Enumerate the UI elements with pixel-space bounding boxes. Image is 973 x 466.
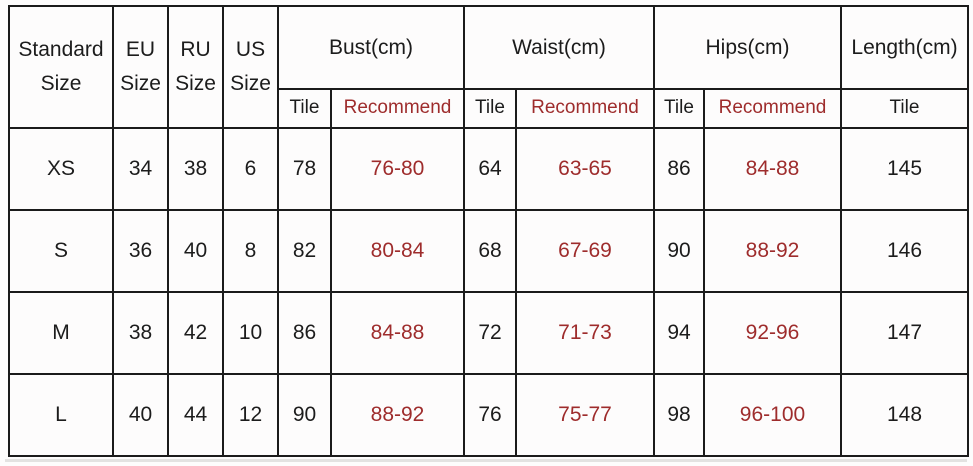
cell-ru-size: 44 [167,373,224,457]
cell-ru-size: 38 [167,127,224,211]
cell-waist-tile: 64 [463,127,517,211]
cell-bust-recommend: 76-80 [330,127,465,211]
cell-standard-size: M [8,291,114,375]
cell-bust-tile: 86 [277,291,332,375]
cell-ru-size: 42 [167,291,224,375]
header-hips: Hips(cm) [653,5,842,90]
row-xs: XS 34 38 6 78 76-80 64 63-65 86 84-88 14… [8,127,969,211]
cell-waist-tile: 68 [463,209,517,293]
cell-hips-tile: 86 [653,127,705,211]
row-s: S 36 40 8 82 80-84 68 67-69 90 88-92 146 [8,209,969,293]
cell-waist-tile: 76 [463,373,517,457]
cell-length-tile: 148 [840,373,969,457]
header-us-size: US Size [222,5,279,129]
cell-length-tile: 147 [840,291,969,375]
cell-eu-size: 38 [112,291,169,375]
subheader-bust-tile: Tile [277,88,332,129]
subheader-hips-tile: Tile [653,88,705,129]
cell-bust-tile: 78 [277,127,332,211]
row-m: M 38 42 10 86 84-88 72 71-73 94 92-96 14… [8,291,969,375]
cell-length-tile: 145 [840,127,969,211]
cell-hips-recommend: 84-88 [703,127,842,211]
cell-waist-recommend: 67-69 [515,209,655,293]
size-chart-table: Standard Size EU Size RU Size US Size Bu… [8,5,969,457]
header-ru-size: RU Size [167,5,224,129]
cell-us-size: 12 [222,373,279,457]
cell-us-size: 10 [222,291,279,375]
cell-standard-size: S [8,209,114,293]
cell-ru-size: 40 [167,209,224,293]
cell-length-tile: 146 [840,209,969,293]
cell-bust-recommend: 88-92 [330,373,465,457]
cell-waist-tile: 72 [463,291,517,375]
cell-hips-tile: 98 [653,373,705,457]
cell-bust-recommend: 84-88 [330,291,465,375]
cell-us-size: 6 [222,127,279,211]
cell-waist-recommend: 71-73 [515,291,655,375]
cell-hips-tile: 90 [653,209,705,293]
header-standard-size: Standard Size [8,5,114,129]
subheader-waist-tile: Tile [463,88,517,129]
header-bust: Bust(cm) [277,5,465,90]
cell-standard-size: XS [8,127,114,211]
header-length: Length(cm) [840,5,969,90]
subheader-length-tile: Tile [840,88,969,129]
cell-bust-recommend: 80-84 [330,209,465,293]
row-l: L 40 44 12 90 88-92 76 75-77 98 96-100 1… [8,373,969,457]
header-row-groups: Standard Size EU Size RU Size US Size Bu… [8,5,969,129]
cell-waist-recommend: 63-65 [515,127,655,211]
subheader-bust-recommend: Recommend [330,88,465,129]
subheader-waist-recommend: Recommend [515,88,655,129]
cell-eu-size: 34 [112,127,169,211]
header-waist: Waist(cm) [463,5,655,90]
bottom-artifact-line [5,459,967,462]
cell-eu-size: 40 [112,373,169,457]
cell-hips-recommend: 92-96 [703,291,842,375]
cell-hips-recommend: 96-100 [703,373,842,457]
cell-bust-tile: 82 [277,209,332,293]
header-row-subs: Tile Recommend Tile Recommend Tile Recom… [9,88,969,129]
header-eu-size: EU Size [112,5,169,129]
cell-hips-recommend: 88-92 [703,209,842,293]
cell-standard-size: L [8,373,114,457]
cell-bust-tile: 90 [277,373,332,457]
cell-waist-recommend: 75-77 [515,373,655,457]
cell-eu-size: 36 [112,209,169,293]
cell-us-size: 8 [222,209,279,293]
cell-hips-tile: 94 [653,291,705,375]
subheader-hips-recommend: Recommend [703,88,842,129]
